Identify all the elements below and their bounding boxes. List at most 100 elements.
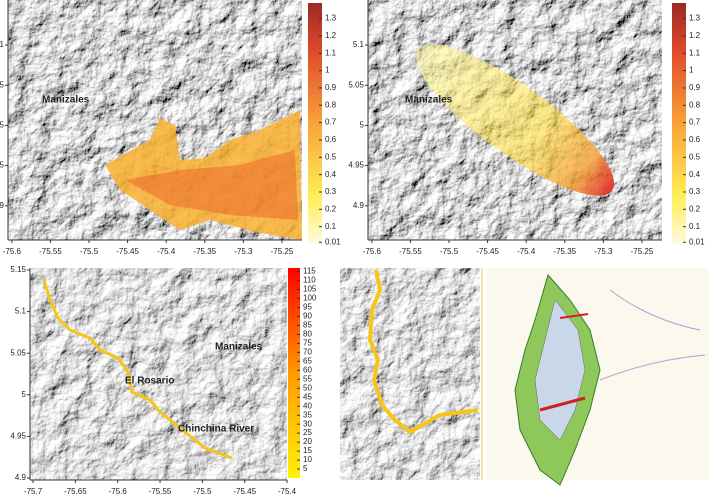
colorbar-tick-label: 70 — [303, 347, 312, 356]
colorbar-tick-label: 60 — [303, 365, 312, 374]
colorbar-tick-label: 0.01 — [689, 237, 705, 246]
colorbar-tick-label: 45 — [303, 392, 312, 401]
x-tick-label: -75.5 — [193, 487, 212, 496]
hazard-area — [125, 150, 298, 220]
colorbar-tick-label: 0.1 — [325, 222, 337, 231]
colorbar-tick-label: 0.7 — [325, 118, 337, 127]
place-label: Manizales — [215, 342, 263, 353]
colorbar-tick-label: 1.2 — [689, 31, 701, 40]
x-tick-label: -75.55 — [399, 247, 422, 256]
colorbar-tick-label: 115 — [303, 267, 316, 276]
x-tick-label: -75.45 — [233, 487, 256, 496]
site-plan-road — [599, 289, 706, 381]
colorbar-tick-label: 105 — [303, 285, 317, 294]
y-tick-label: 4.95 — [348, 161, 364, 170]
colorbar-tick-label: 1.1 — [689, 48, 701, 57]
colorbar-tick-label: 75 — [303, 338, 312, 347]
x-tick-label: -75.45 — [116, 247, 139, 256]
y-tick-label: 5 — [360, 121, 365, 130]
colorbar-tick-label: 0.5 — [689, 152, 701, 161]
maps — [8, 0, 709, 486]
x-tick-label: -75.5 — [440, 247, 459, 256]
colorbar-tick-label: 0.4 — [325, 170, 337, 179]
river — [42, 279, 233, 460]
colorbar — [308, 3, 322, 244]
y-tick-label: 5.05 — [348, 80, 364, 89]
colorbar-tick-label: 0.4 — [689, 170, 701, 179]
colorbar-tick-label: 15 — [303, 446, 312, 455]
colorbar-tick-label: 30 — [303, 419, 312, 428]
colorbar-tick-label: 10 — [303, 455, 312, 464]
colorbar-tick-label: 0.6 — [689, 135, 701, 144]
colorbar-tick-label: 100 — [303, 294, 317, 303]
y-tick-label: 5 — [0, 121, 5, 130]
y-tick-label: 4.9 — [353, 201, 365, 210]
x-tick-label: -75.65 — [64, 487, 87, 496]
colorbar-tick-label: 1.3 — [325, 14, 337, 23]
colorbar-tick-label: 0.6 — [325, 135, 337, 144]
x-tick-label: -75.25 — [271, 247, 294, 256]
colorbar-tick-label: 50 — [303, 383, 312, 392]
x-tick-label: -75.4 — [157, 247, 176, 256]
hillshade — [340, 268, 480, 480]
colorbar-tick-label: 85 — [303, 321, 312, 330]
colorbar-tick-label: 90 — [303, 312, 312, 321]
site-plan-zone — [534, 299, 586, 441]
colorbar-tick-label: 80 — [303, 330, 312, 339]
colorbar-tick-label: 0.9 — [325, 83, 337, 92]
x-tick-label: -75.55 — [149, 487, 172, 496]
place-label: Chinchina River — [178, 424, 254, 435]
colorbar-tick-label: 0.2 — [325, 204, 337, 213]
x-tick-label: -75.25 — [631, 247, 654, 256]
place-label: Manizales — [42, 95, 90, 106]
x-tick-label: -75.5 — [80, 247, 99, 256]
y-tick-label: 4.95 — [0, 161, 5, 170]
x-tick-label: -75.55 — [39, 247, 62, 256]
x-tick-label: -75.7 — [24, 487, 43, 496]
colorbar-tick-label: 0.3 — [325, 187, 337, 196]
x-tick-label: -75.35 — [553, 247, 576, 256]
colorbar-tick-label: 1.2 — [325, 31, 337, 40]
colorbar — [672, 3, 686, 244]
colorbar-tick-label: 35 — [303, 410, 312, 419]
colorbar-tick-label: 95 — [303, 303, 312, 312]
colorbar-tick-label: 1 — [325, 66, 330, 75]
colorbar-tick-label: 0.01 — [325, 237, 341, 246]
y-tick-label: 4.95 — [10, 432, 26, 441]
colorbar-tick-label: 25 — [303, 428, 312, 437]
colorbar — [288, 268, 300, 478]
x-tick-label: -75.6 — [363, 247, 382, 256]
hillshade — [30, 268, 287, 480]
x-tick-label: -75.3 — [594, 247, 613, 256]
site-plan-line — [559, 313, 589, 319]
y-tick-label: 5.15 — [10, 265, 26, 274]
colorbar-tick-label: 0.1 — [689, 222, 701, 231]
x-tick-label: -75.6 — [3, 247, 22, 256]
y-tick-label: 5.05 — [0, 80, 5, 89]
colorbar-tick-label: 0.9 — [689, 83, 701, 92]
colorbar-tick-label: 0.7 — [689, 118, 701, 127]
colorbar-tick-label: 1 — [689, 66, 694, 75]
site-plan-line — [539, 396, 586, 412]
hazard-plume — [415, 44, 615, 196]
colorbar-tick-label: 0.3 — [689, 187, 701, 196]
colorbar-tick-label: 0.2 — [689, 204, 701, 213]
x-tick-label: -75.6 — [109, 487, 128, 496]
colorbar-tick-label: 55 — [303, 374, 312, 383]
place-label: El Rosario — [125, 376, 174, 387]
x-tick-label: -75.4 — [278, 487, 297, 496]
colorbar-tick-label: 0.5 — [325, 152, 337, 161]
x-tick-label: -75.35 — [193, 247, 216, 256]
y-tick-label: 5.1 — [0, 40, 5, 49]
colorbar-tick-label: 0.8 — [325, 100, 337, 109]
y-tick-label: 5.05 — [10, 348, 26, 357]
colorbar-tick-label: 0.8 — [689, 100, 701, 109]
colorbar-tick-label: 1.1 — [325, 48, 337, 57]
colorbar-tick-label: 20 — [303, 437, 312, 446]
x-tick-label: -75.4 — [517, 247, 536, 256]
colorbar-tick-label: 5 — [303, 464, 308, 473]
river — [367, 269, 479, 435]
y-tick-label: 5.1 — [15, 307, 27, 316]
y-tick-label: 5 — [22, 390, 27, 399]
